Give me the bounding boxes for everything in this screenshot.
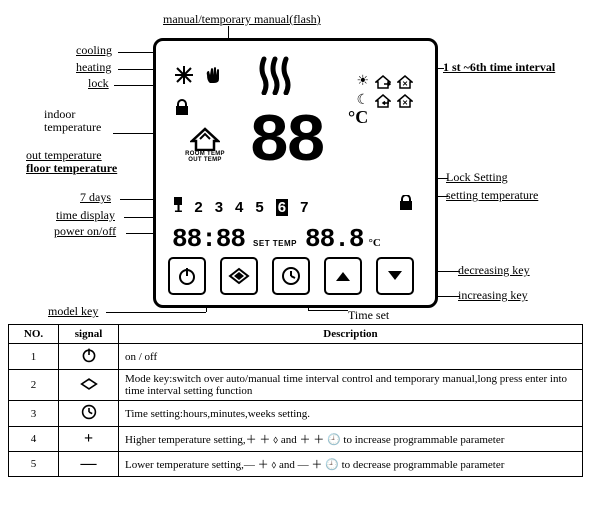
cell-desc: Time setting:hours,minutes,weeks setting…: [119, 401, 583, 427]
signal-tbody: 1 on / off 2 Mode key:switch over auto/manu…: [9, 344, 583, 477]
cell-no: 4: [9, 427, 59, 452]
days-row: 1234567: [174, 199, 308, 216]
table-row: 4+Higher temperature setting,＋ ＋ ⬨ and ＋…: [9, 427, 583, 452]
label-floor-temp: floor temperature: [26, 161, 117, 176]
label-heating: heating: [76, 60, 111, 75]
label-model-key: model key: [48, 304, 98, 319]
day-6: 6: [276, 199, 288, 216]
cell-no: 5: [9, 452, 59, 477]
house-home-icon: [373, 92, 393, 109]
cell-desc: Mode key:switch over auto/manual time in…: [119, 370, 583, 401]
day-5: 5: [255, 199, 263, 216]
sun-icon: ☀: [354, 73, 371, 90]
day-7: 7: [300, 199, 308, 216]
snowflake-icon: [174, 65, 194, 85]
cell-signal: +: [59, 427, 119, 452]
lock-setting-icon: [399, 195, 413, 211]
out-temp-label: OUT TEMP: [170, 157, 240, 163]
label-time-display: time display: [56, 208, 115, 223]
day-4: 4: [235, 199, 243, 216]
svg-text:✕: ✕: [402, 80, 408, 88]
table-row: 3 Time setting:hours,minutes,weeks settin…: [9, 401, 583, 427]
label-inc-key: increasing key: [458, 288, 528, 303]
table-row: 2 Mode key:switch over auto/manual time i…: [9, 370, 583, 401]
set-temp-label: SET TEMP: [253, 239, 297, 248]
label-7days: 7 days: [80, 190, 111, 205]
svg-text:✕: ✕: [402, 99, 408, 107]
clock-button[interactable]: [272, 257, 310, 295]
house-tools2-icon: ✕: [395, 92, 415, 109]
up-button[interactable]: [324, 257, 362, 295]
cell-signal: [59, 344, 119, 370]
label-lock: lock: [88, 76, 109, 91]
label-setting-temp: setting temperature: [446, 188, 538, 203]
cell-signal: —: [59, 452, 119, 477]
label-lock-setting: Lock Setting: [446, 170, 508, 185]
cell-desc: Lower temperature setting,— ＋ ⬨ and — ＋ …: [119, 452, 583, 477]
table-row: 1 on / off: [9, 344, 583, 370]
cell-signal: [59, 370, 119, 401]
th-no: NO.: [9, 325, 59, 344]
hand-icon: [204, 65, 228, 85]
label-indoor-temp: indoortemperature: [44, 108, 101, 134]
label-power: power on/off: [54, 224, 116, 239]
th-desc: Description: [119, 325, 583, 344]
day-2: 2: [194, 199, 202, 216]
schedule-icons: ☀ ✕ ☾ ✕: [352, 71, 417, 111]
lcd: ROOM TEMP OUT TEMP 88 °C ☀ ✕ ☾ ✕: [164, 49, 427, 259]
power-led: [174, 197, 182, 205]
th-signal: signal: [59, 325, 119, 344]
cell-desc: Higher temperature setting,＋ ＋ ⬨ and ＋ ＋…: [119, 427, 583, 452]
thermostat-panel: ROOM TEMP OUT TEMP 88 °C ☀ ✕ ☾ ✕: [153, 38, 438, 308]
heat-wave-icon: [258, 55, 292, 95]
main-temp-value: 88: [249, 109, 323, 177]
moon-icon: ☾: [354, 92, 371, 109]
power-button[interactable]: [168, 257, 206, 295]
down-button[interactable]: [376, 257, 414, 295]
label-dec-key: decreasing key: [458, 263, 530, 278]
cell-no: 2: [9, 370, 59, 401]
cell-desc: on / off: [119, 344, 583, 370]
house-away-icon: [373, 73, 393, 90]
signal-table: NO. signal Description 1 on / off 2 Mode ke…: [8, 324, 583, 477]
set-temp-value: 88.8: [305, 224, 363, 254]
cell-no: 3: [9, 401, 59, 427]
cell-signal: [59, 401, 119, 427]
label-time-set: Time set: [348, 308, 389, 323]
house-tools-icon: ✕: [395, 73, 415, 90]
mode-button[interactable]: [220, 257, 258, 295]
time-value: 88:88: [172, 224, 245, 254]
day-3: 3: [215, 199, 223, 216]
table-row: 5—Lower temperature setting,— ＋ ⬨ and — …: [9, 452, 583, 477]
label-cooling: cooling: [76, 43, 112, 58]
button-row: [168, 257, 414, 295]
thermostat-diagram: manual/temporary manual(flash) cooling h…: [8, 8, 583, 318]
set-temp-unit: °C: [368, 237, 380, 249]
label-time-interval: 1 st ~6th time interval: [443, 60, 555, 75]
room-temp-block: ROOM TEMP OUT TEMP: [170, 127, 240, 163]
label-manual: manual/temporary manual(flash): [163, 12, 321, 27]
lock-icon: [174, 99, 190, 117]
cell-no: 1: [9, 344, 59, 370]
